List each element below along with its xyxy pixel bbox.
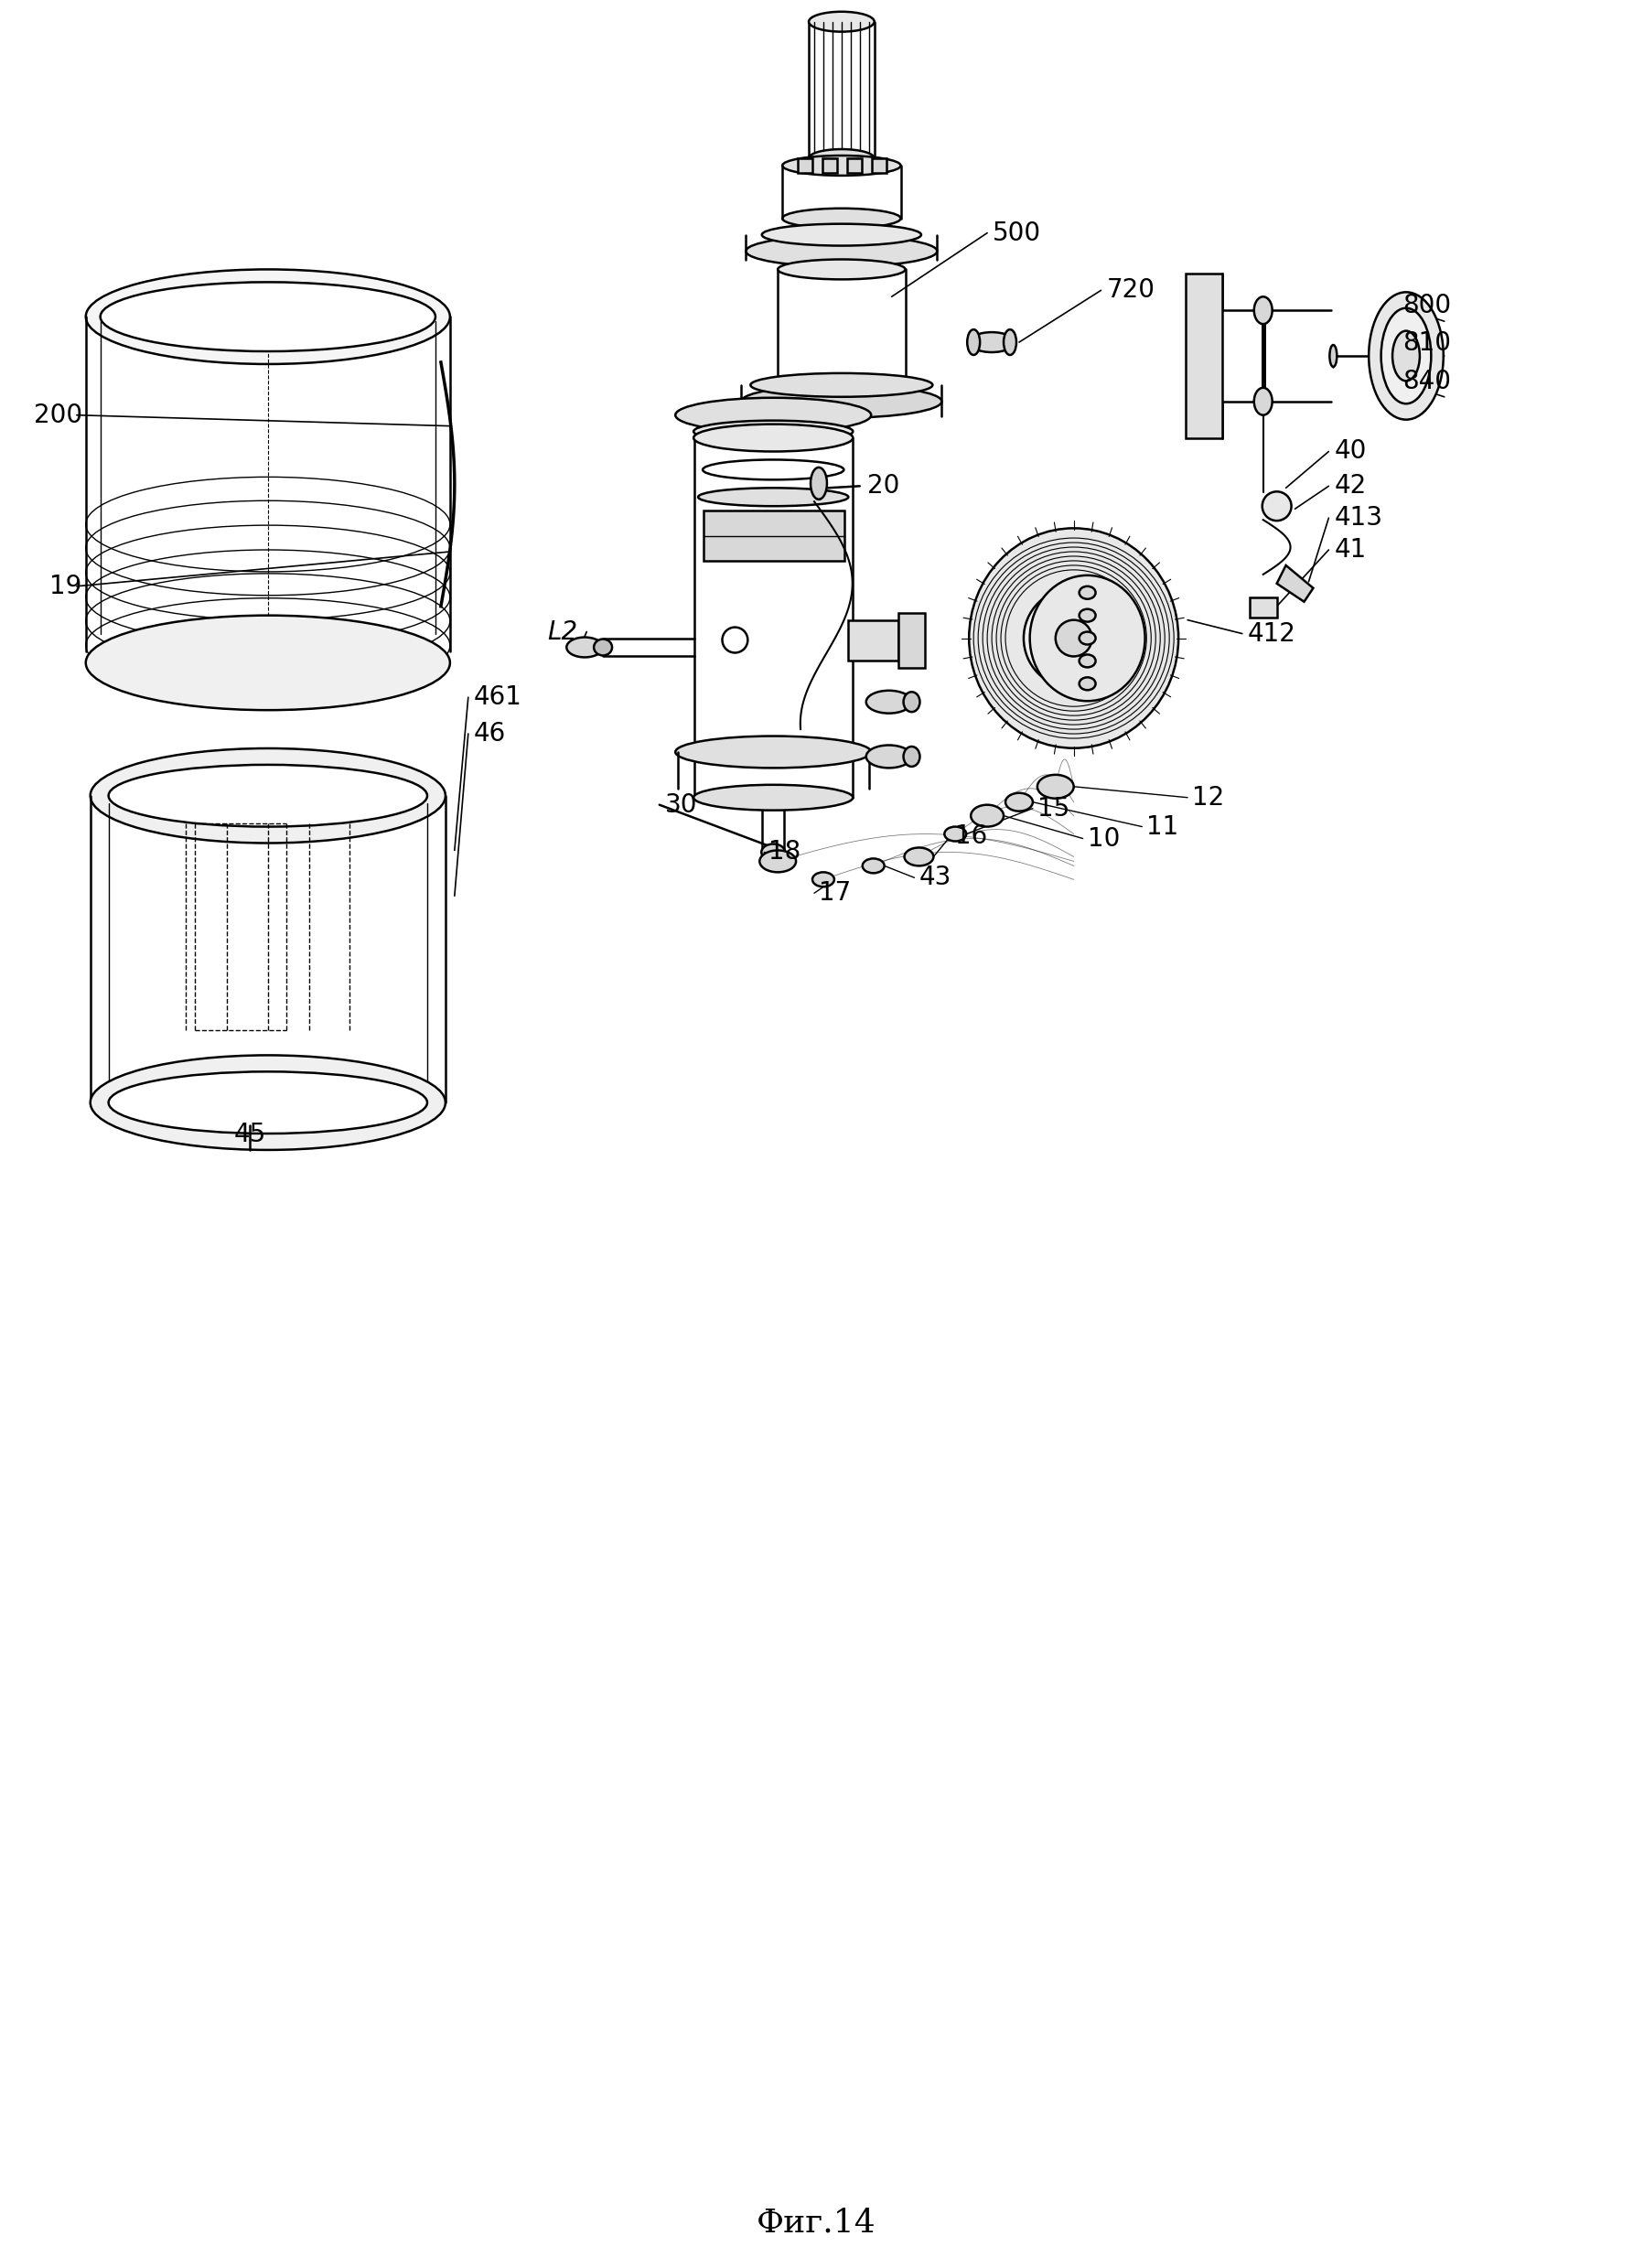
Ellipse shape — [865, 746, 911, 769]
Text: 43: 43 — [919, 864, 952, 891]
Bar — [799, 159, 812, 172]
Ellipse shape — [763, 225, 921, 245]
Ellipse shape — [968, 528, 1179, 748]
Circle shape — [722, 628, 748, 653]
Ellipse shape — [1079, 633, 1096, 644]
Text: Фиг.14: Фиг.14 — [756, 2207, 875, 2239]
Polygon shape — [1277, 565, 1313, 601]
Ellipse shape — [1382, 308, 1431, 404]
Circle shape — [1055, 619, 1092, 655]
Ellipse shape — [1393, 331, 1419, 381]
Ellipse shape — [903, 746, 919, 767]
Text: 12: 12 — [1192, 785, 1225, 810]
Ellipse shape — [90, 1055, 446, 1150]
Circle shape — [1024, 587, 1124, 687]
Ellipse shape — [1030, 576, 1145, 701]
Text: 45: 45 — [234, 1123, 266, 1148]
Ellipse shape — [1079, 585, 1096, 599]
Bar — [704, 510, 844, 560]
Ellipse shape — [87, 615, 451, 710]
Ellipse shape — [87, 270, 451, 365]
Ellipse shape — [694, 785, 852, 810]
Ellipse shape — [741, 386, 942, 417]
Bar — [823, 159, 838, 172]
Ellipse shape — [1254, 388, 1272, 415]
Ellipse shape — [812, 873, 834, 887]
Ellipse shape — [108, 1070, 428, 1134]
Text: 461: 461 — [474, 685, 523, 710]
Ellipse shape — [1329, 345, 1337, 367]
Text: 15: 15 — [1037, 796, 1070, 821]
Ellipse shape — [1254, 297, 1272, 324]
Ellipse shape — [1006, 794, 1032, 812]
Bar — [1186, 274, 1221, 438]
Ellipse shape — [905, 848, 934, 866]
Ellipse shape — [810, 467, 826, 499]
Ellipse shape — [865, 689, 911, 714]
Bar — [848, 159, 862, 172]
Ellipse shape — [100, 281, 436, 352]
Text: 19: 19 — [49, 574, 82, 599]
Text: 16: 16 — [955, 823, 988, 848]
Ellipse shape — [699, 488, 849, 506]
Text: 840: 840 — [1403, 370, 1452, 395]
Ellipse shape — [903, 692, 919, 712]
Ellipse shape — [782, 156, 901, 175]
Ellipse shape — [808, 11, 874, 32]
Ellipse shape — [1004, 329, 1016, 356]
Ellipse shape — [1079, 678, 1096, 689]
Text: 413: 413 — [1334, 506, 1383, 531]
Bar — [1249, 596, 1277, 617]
Ellipse shape — [944, 826, 967, 841]
Ellipse shape — [676, 737, 870, 769]
Ellipse shape — [777, 259, 905, 279]
Text: L2: L2 — [547, 619, 578, 644]
Text: 42: 42 — [1334, 474, 1367, 499]
Ellipse shape — [1079, 655, 1096, 667]
Ellipse shape — [694, 424, 852, 451]
Ellipse shape — [751, 374, 932, 397]
Ellipse shape — [761, 844, 785, 860]
Ellipse shape — [972, 805, 1004, 826]
Ellipse shape — [782, 209, 901, 229]
Text: 46: 46 — [474, 721, 506, 746]
Ellipse shape — [967, 329, 980, 356]
Text: 20: 20 — [867, 474, 900, 499]
Circle shape — [1262, 492, 1292, 522]
Text: 200: 200 — [34, 401, 82, 429]
Text: 18: 18 — [769, 839, 800, 864]
Bar — [872, 159, 887, 172]
Ellipse shape — [108, 764, 428, 826]
Text: 17: 17 — [818, 880, 851, 905]
Ellipse shape — [862, 860, 885, 873]
Ellipse shape — [676, 397, 870, 433]
Bar — [848, 619, 898, 660]
Text: 11: 11 — [1146, 814, 1179, 839]
Text: 720: 720 — [1107, 277, 1155, 304]
Ellipse shape — [759, 850, 795, 873]
Ellipse shape — [968, 331, 1014, 352]
Text: 30: 30 — [665, 792, 697, 819]
Ellipse shape — [90, 748, 446, 844]
Text: 800: 800 — [1403, 293, 1452, 318]
Ellipse shape — [1079, 610, 1096, 621]
Ellipse shape — [594, 640, 612, 655]
Text: 10: 10 — [1088, 826, 1120, 850]
Ellipse shape — [694, 420, 852, 442]
Text: 41: 41 — [1334, 538, 1367, 562]
Ellipse shape — [777, 379, 905, 397]
Text: 412: 412 — [1248, 621, 1297, 646]
Circle shape — [1039, 603, 1109, 674]
Ellipse shape — [567, 637, 603, 658]
Text: 500: 500 — [993, 220, 1042, 245]
Ellipse shape — [1037, 776, 1075, 798]
Ellipse shape — [1368, 293, 1444, 420]
Ellipse shape — [808, 150, 874, 168]
Ellipse shape — [746, 236, 937, 268]
Ellipse shape — [702, 460, 844, 481]
Text: 810: 810 — [1403, 331, 1452, 356]
Bar — [898, 612, 926, 669]
Text: 40: 40 — [1334, 438, 1367, 465]
